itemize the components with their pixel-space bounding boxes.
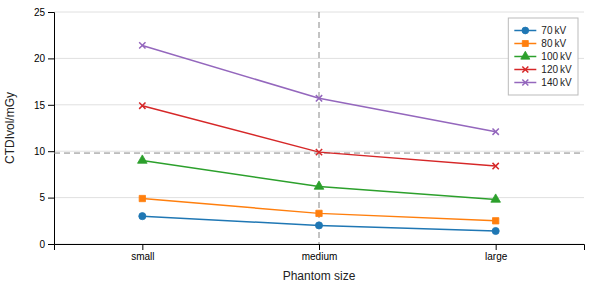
point	[139, 103, 145, 109]
point	[316, 95, 322, 101]
reference-vline	[319, 12, 320, 244]
legend-label: 100 kV	[541, 51, 572, 62]
y-tick: 15	[34, 100, 54, 111]
point	[493, 218, 499, 224]
legend-swatch-marker	[522, 27, 529, 34]
series-line	[142, 106, 495, 166]
point	[139, 213, 146, 220]
x-tick-label: small	[131, 251, 154, 262]
series-line	[142, 199, 495, 221]
x-tick-mark	[319, 244, 320, 250]
legend-item: 100 kV	[514, 51, 572, 62]
x-tick: medium	[302, 244, 338, 262]
marks	[54, 12, 584, 244]
x-tick-label: medium	[302, 251, 338, 262]
y-tick-mark	[48, 151, 54, 152]
y-tick-mark	[48, 58, 54, 59]
legend-item: 140 kV	[514, 77, 572, 88]
series	[139, 103, 499, 170]
y-tick-mark	[48, 105, 54, 106]
x-tick-mark	[142, 244, 143, 250]
y-tick-label: 15	[34, 100, 46, 111]
point	[314, 181, 324, 189]
y-tick-label: 0	[39, 239, 45, 250]
point	[315, 222, 322, 229]
legend-item: 120 kV	[514, 64, 572, 75]
series-line	[142, 45, 495, 131]
legend-item: 70 kV	[514, 25, 566, 36]
chart: 0 5 10 15 20 25 small medium large 70 kV 80 kV 100 …	[0, 0, 600, 286]
legend-label: 70 kV	[541, 25, 566, 36]
y-tick-label: 20	[34, 53, 46, 64]
y-tick: 5	[39, 192, 54, 203]
grid-line	[54, 58, 584, 59]
series-line	[142, 160, 495, 199]
point	[138, 155, 148, 163]
y-tick-mark	[48, 12, 54, 13]
legend-swatch-marker	[522, 67, 528, 73]
y-tick: 25	[34, 7, 54, 18]
series	[139, 195, 499, 224]
y-tick-label: 5	[39, 192, 45, 203]
x-axis: small medium large	[55, 244, 585, 262]
legend-swatch-marker	[522, 41, 528, 47]
y-tick: 10	[34, 146, 54, 157]
y-tick: 20	[34, 53, 54, 64]
grid	[54, 12, 584, 244]
point	[316, 210, 322, 216]
plot: 0 5 10 15 20 25 small medium large 70 kV 80 kV 100 …	[34, 7, 585, 262]
point	[493, 129, 499, 135]
legend-label: 120 kV	[541, 64, 572, 75]
y-axis-line	[48, 13, 55, 245]
series	[139, 42, 499, 135]
point	[316, 149, 322, 155]
y-tick-label: 25	[34, 7, 46, 18]
x-tick-label: large	[485, 251, 508, 262]
legend-label: 140 kV	[541, 77, 572, 88]
point	[139, 195, 145, 201]
legend: 70 kV 80 kV 100 kV 120 kV 140 kV	[508, 18, 578, 95]
legend-swatch-marker	[522, 80, 528, 86]
y-tick-label: 10	[34, 146, 46, 157]
point	[491, 194, 501, 202]
x-axis-line	[55, 245, 585, 251]
y-tick-mark	[48, 244, 54, 245]
x-tick: large	[485, 244, 508, 262]
point	[139, 42, 145, 48]
legend-label: 80 kV	[541, 38, 566, 49]
point	[493, 163, 499, 169]
legend-box	[508, 18, 578, 95]
point	[492, 227, 499, 234]
legend-swatch-marker	[521, 51, 530, 59]
x-tick: small	[131, 244, 154, 262]
x-axis-title: Phantom size	[283, 269, 356, 283]
x-tick-mark	[496, 244, 497, 250]
y-tick: 0	[39, 239, 54, 250]
y-axis-title: CTDIvol/mGy	[3, 92, 17, 164]
y-tick-mark	[48, 198, 54, 199]
y-axis: 0 5 10 15 20 25	[34, 7, 55, 250]
legend-item: 80 kV	[514, 38, 566, 49]
